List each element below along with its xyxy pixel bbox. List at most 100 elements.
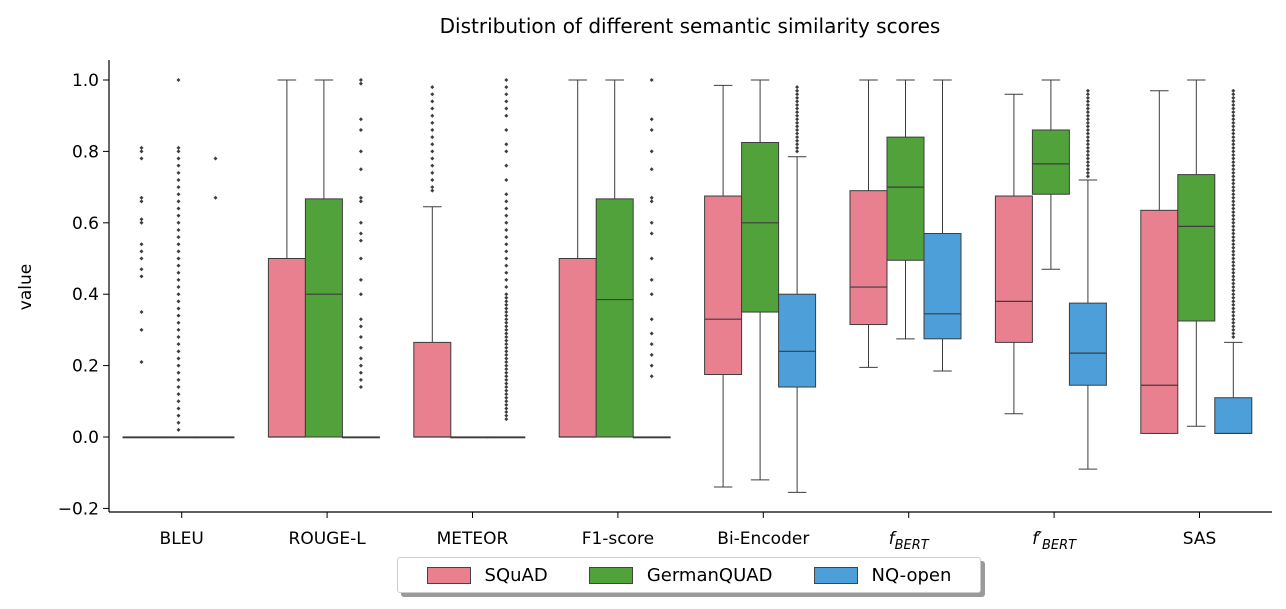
- outlier-point: [176, 163, 181, 168]
- outlier-point: [358, 335, 363, 340]
- box-body: [267, 258, 306, 438]
- box-squad-3: [558, 79, 597, 438]
- outlier-point: [1231, 117, 1236, 122]
- outlier-point: [795, 92, 800, 97]
- y-tick-label: −0.2: [58, 499, 99, 519]
- box-germanquad-4: [741, 79, 780, 481]
- outlier-point: [176, 192, 181, 197]
- outlier-point: [504, 302, 509, 307]
- outlier-point: [176, 320, 181, 325]
- outlier-point: [430, 185, 435, 190]
- outlier-point: [504, 385, 509, 390]
- outlier-point: [504, 263, 509, 268]
- outlier-point: [1085, 160, 1090, 165]
- outlier-point: [176, 427, 181, 432]
- outlier-point: [176, 156, 181, 161]
- y-tick-label: 0.6: [72, 214, 99, 234]
- outlier-point: [504, 410, 509, 415]
- outlier-point: [795, 131, 800, 136]
- outlier-point: [504, 313, 509, 318]
- outlier-point: [176, 377, 181, 382]
- outlier-point: [504, 335, 509, 340]
- outlier-point: [1231, 335, 1236, 340]
- outlier-point: [1085, 131, 1090, 136]
- outlier-point: [649, 220, 654, 225]
- outlier-point: [1231, 213, 1236, 218]
- outlier-point: [358, 195, 363, 200]
- outlier-point: [1231, 324, 1236, 329]
- outlier-point: [1231, 127, 1236, 132]
- outlier-point: [649, 277, 654, 282]
- outlier-point: [358, 231, 363, 236]
- outlier-point: [649, 127, 654, 132]
- outlier-point: [504, 310, 509, 315]
- outlier-point: [176, 285, 181, 290]
- legend-swatch-squad: [426, 566, 471, 584]
- box-nq-open-1: [341, 78, 380, 439]
- outlier-point: [1231, 220, 1236, 225]
- outlier-point: [504, 356, 509, 361]
- outlier-point: [1231, 102, 1236, 107]
- outlier-point: [176, 392, 181, 397]
- outlier-point: [176, 335, 181, 340]
- outlier-point: [1231, 235, 1236, 240]
- outlier-point: [1231, 206, 1236, 211]
- outlier-point: [176, 213, 181, 218]
- box-nq-open-4: [778, 85, 817, 493]
- outlier-point: [358, 167, 363, 172]
- outlier-point: [1085, 145, 1090, 150]
- outlier-point: [358, 256, 363, 261]
- outlier-point: [1231, 106, 1236, 111]
- box-germanquad-6: [1031, 79, 1070, 270]
- outlier-point: [504, 342, 509, 347]
- outlier-point: [1231, 177, 1236, 182]
- outlier-point: [1231, 156, 1236, 161]
- outlier-point: [504, 417, 509, 422]
- legend-label-squad: SQuAD: [484, 564, 548, 586]
- outlier-point: [176, 242, 181, 247]
- outlier-point: [795, 110, 800, 115]
- outlier-point: [176, 145, 181, 150]
- outlier-point: [1085, 149, 1090, 154]
- outlier-point: [504, 377, 509, 382]
- outlier-point: [213, 195, 218, 200]
- outlier-point: [358, 78, 363, 82]
- outlier-point: [1231, 142, 1236, 147]
- outlier-point: [139, 156, 144, 161]
- outlier-point: [1231, 292, 1236, 297]
- outlier-point: [1231, 185, 1236, 190]
- outlier-point: [795, 127, 800, 132]
- outlier-point: [1231, 245, 1236, 250]
- outlier-point: [1085, 106, 1090, 111]
- outlier-point: [1231, 170, 1236, 175]
- legend-swatch-germanquad: [588, 566, 633, 584]
- box-nq-open-2: [487, 78, 526, 439]
- box-body: [1068, 302, 1107, 386]
- outlier-point: [1231, 217, 1236, 222]
- outlier-point: [504, 399, 509, 404]
- outlier-point: [504, 306, 509, 311]
- outlier-point: [795, 142, 800, 147]
- outlier-point: [504, 360, 509, 365]
- outlier-point: [430, 92, 435, 97]
- outlier-point: [1231, 277, 1236, 282]
- outlier-point: [176, 292, 181, 297]
- outlier-point: [504, 199, 509, 204]
- outlier-point: [1231, 135, 1236, 140]
- outlier-point: [1085, 170, 1090, 175]
- outlier-point: [649, 352, 654, 357]
- outlier-point: [1231, 281, 1236, 286]
- outlier-point: [504, 292, 509, 297]
- outlier-point: [139, 267, 144, 272]
- outlier-point: [649, 195, 654, 200]
- box-body: [741, 141, 780, 313]
- y-tick-label: 0.2: [72, 357, 99, 377]
- outlier-point: [1231, 317, 1236, 322]
- outlier-point: [358, 324, 363, 329]
- outlier-point: [139, 145, 144, 150]
- outlier-point: [504, 99, 509, 104]
- legend: SQuAD GermanQUAD NQ-open: [397, 557, 981, 593]
- box-body: [923, 233, 962, 340]
- outlier-point: [176, 185, 181, 190]
- x-tick-label: BLEU: [160, 529, 204, 549]
